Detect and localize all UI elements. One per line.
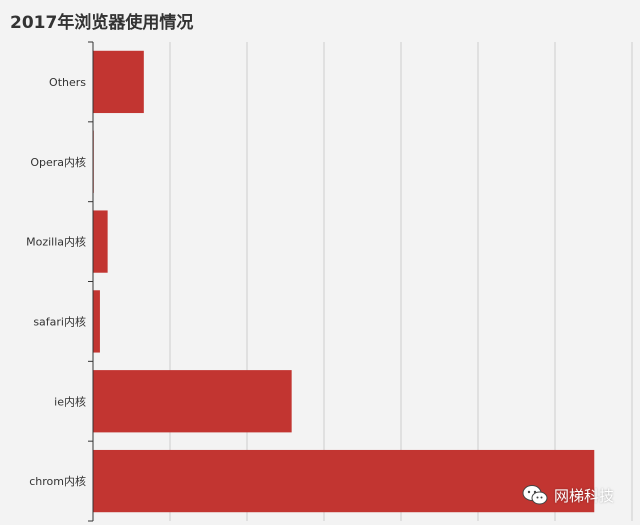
bar-0 xyxy=(93,449,595,513)
y-axis xyxy=(88,41,94,522)
watermark: 网梯科技 xyxy=(522,484,614,506)
category-label: chrom内核 xyxy=(29,474,86,488)
category-label: Others xyxy=(49,76,86,89)
bars xyxy=(93,50,595,513)
category-label: Opera内核 xyxy=(30,155,86,169)
bar-2 xyxy=(93,290,100,353)
chart-title: 2017年浏览器使用情况 xyxy=(10,13,194,33)
bar-1 xyxy=(93,370,292,433)
category-label: safari内核 xyxy=(33,314,86,328)
category-label: ie内核 xyxy=(54,394,86,408)
bar-5 xyxy=(93,50,144,114)
category-label: Mozilla内核 xyxy=(26,235,86,249)
bar-3 xyxy=(93,210,108,273)
grid-lines xyxy=(169,42,633,521)
category-labels: chrom内核 ie内核 safari内核 Mozilla内核 Opera内核 Other… xyxy=(26,76,86,488)
watermark-text: 网梯科技 xyxy=(554,486,615,505)
wechat-icon xyxy=(522,485,548,505)
